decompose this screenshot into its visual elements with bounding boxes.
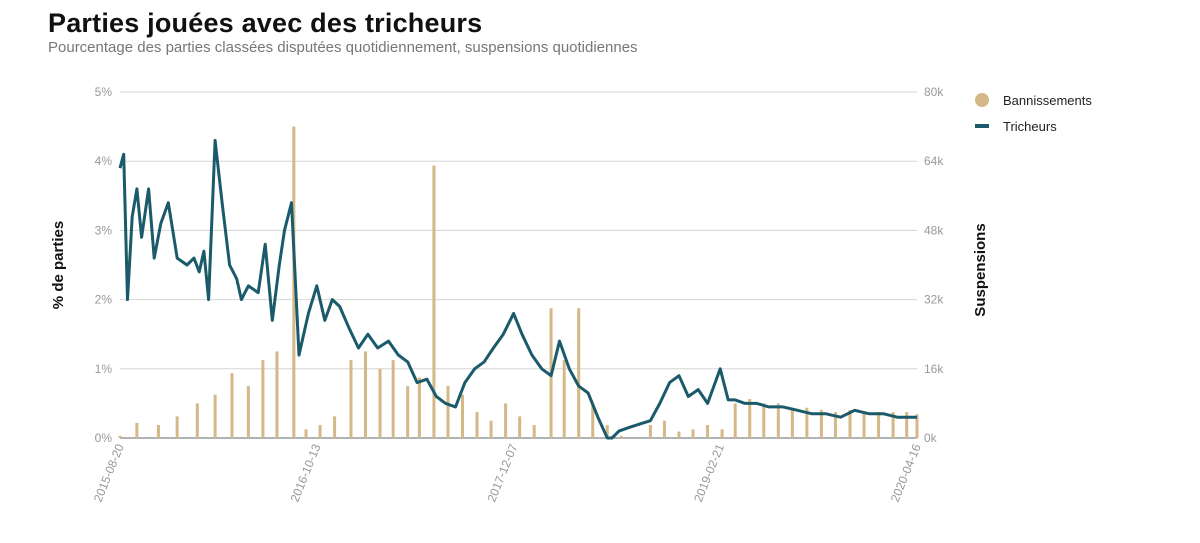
ban-bar [819,409,823,438]
ban-bar [446,386,450,438]
ban-bar [848,409,852,438]
y-right-tick-label: 0k [924,431,938,445]
ban-bar [230,373,234,438]
ban-bar [275,351,279,438]
ban-bar [475,412,479,438]
ban-bar [175,416,179,438]
ban-bar [877,412,881,438]
ban-bar [518,416,522,438]
ban-bar [261,360,265,438]
ban-bar [364,351,368,438]
ban-bar [790,407,794,438]
y-right-tick-label: 64k [924,154,944,168]
ban-bar [391,360,395,438]
ban-bar [195,403,199,438]
legend: Bannissements Tricheurs [975,87,1092,139]
tricheurs-line [118,138,917,440]
ban-bar [805,407,809,438]
ban-bar [915,414,919,438]
ban-bar [833,412,837,438]
ban-bar [292,126,296,438]
x-tick-label: 2019-02-21 [691,442,727,504]
legend-label-bans: Bannissements [1003,92,1092,108]
ban-bar [891,412,895,438]
ban-bar [532,425,536,438]
ban-bar [406,386,410,438]
legend-item-cheaters[interactable]: Tricheurs [975,113,1092,139]
ban-bar [461,394,465,438]
ban-bar [662,420,666,438]
ban-bar [762,403,766,438]
y-left-tick-label: 0% [95,431,113,445]
page-title: Parties jouées avec des tricheurs [48,8,483,38]
ban-bar [333,416,337,438]
ban-bar [577,308,581,438]
ban-bar [349,360,353,438]
ban-bar [677,431,681,438]
y-right-tick-label: 16k [924,362,944,376]
ban-bar [619,435,623,438]
ban-bar [432,165,436,438]
ban-bar [562,360,566,438]
x-tick-label: 2017-12-07 [484,442,520,504]
y-right-tick-label: 80k [924,85,944,99]
y-left-tick-label: 5% [95,85,113,99]
y-left-tick-label: 2% [95,293,113,307]
ban-bar [591,403,595,438]
axis-ticks: 0% 0k 1% 16k 2% 32k 3% 48k 4% 64k 5% 80k 2015-08-20 2… [91,85,945,504]
ban-bar [776,403,780,438]
cheaters-swatch-icon [975,124,989,128]
legend-item-bans[interactable]: Bannissements [975,87,1092,113]
x-tick-label: 2015-08-20 [91,442,127,504]
y-right-tick-label: 32k [924,293,944,307]
ban-bar [417,377,421,438]
y-left-tick-label: 3% [95,223,113,237]
ban-bar [605,425,609,438]
y-axis-right-label: Suspensions [972,223,989,316]
ban-bar [489,420,493,438]
chart-grid [120,91,917,439]
ban-bar [905,412,909,438]
ban-bar [748,399,752,438]
ban-bar [504,403,508,438]
legend-label-cheaters: Tricheurs [1003,118,1057,134]
ban-bar [246,386,250,438]
x-tick-label: 2020-04-16 [888,442,924,504]
x-tick-label: 2016-10-13 [288,442,324,504]
ban-bar [648,425,652,438]
ban-bar [733,403,737,438]
ban-bar [318,425,322,438]
ban-bar [862,412,866,438]
y-axis-left-label: % de parties [50,221,67,309]
ban-bar [706,425,710,438]
ban-bar [691,429,695,438]
y-left-tick-label: 4% [95,154,113,168]
y-right-tick-label: 48k [924,223,944,237]
page-subtitle: Pourcentage des parties classées disputé… [48,39,638,56]
bans-swatch-icon [975,93,989,107]
ban-bar [304,429,308,438]
ban-bar [720,429,724,438]
ban-bar [378,368,382,438]
ban-bar [156,425,160,438]
ban-bar [135,422,139,438]
y-left-tick-label: 1% [95,362,113,376]
ban-bar [213,394,217,438]
ban-bar [118,435,122,438]
